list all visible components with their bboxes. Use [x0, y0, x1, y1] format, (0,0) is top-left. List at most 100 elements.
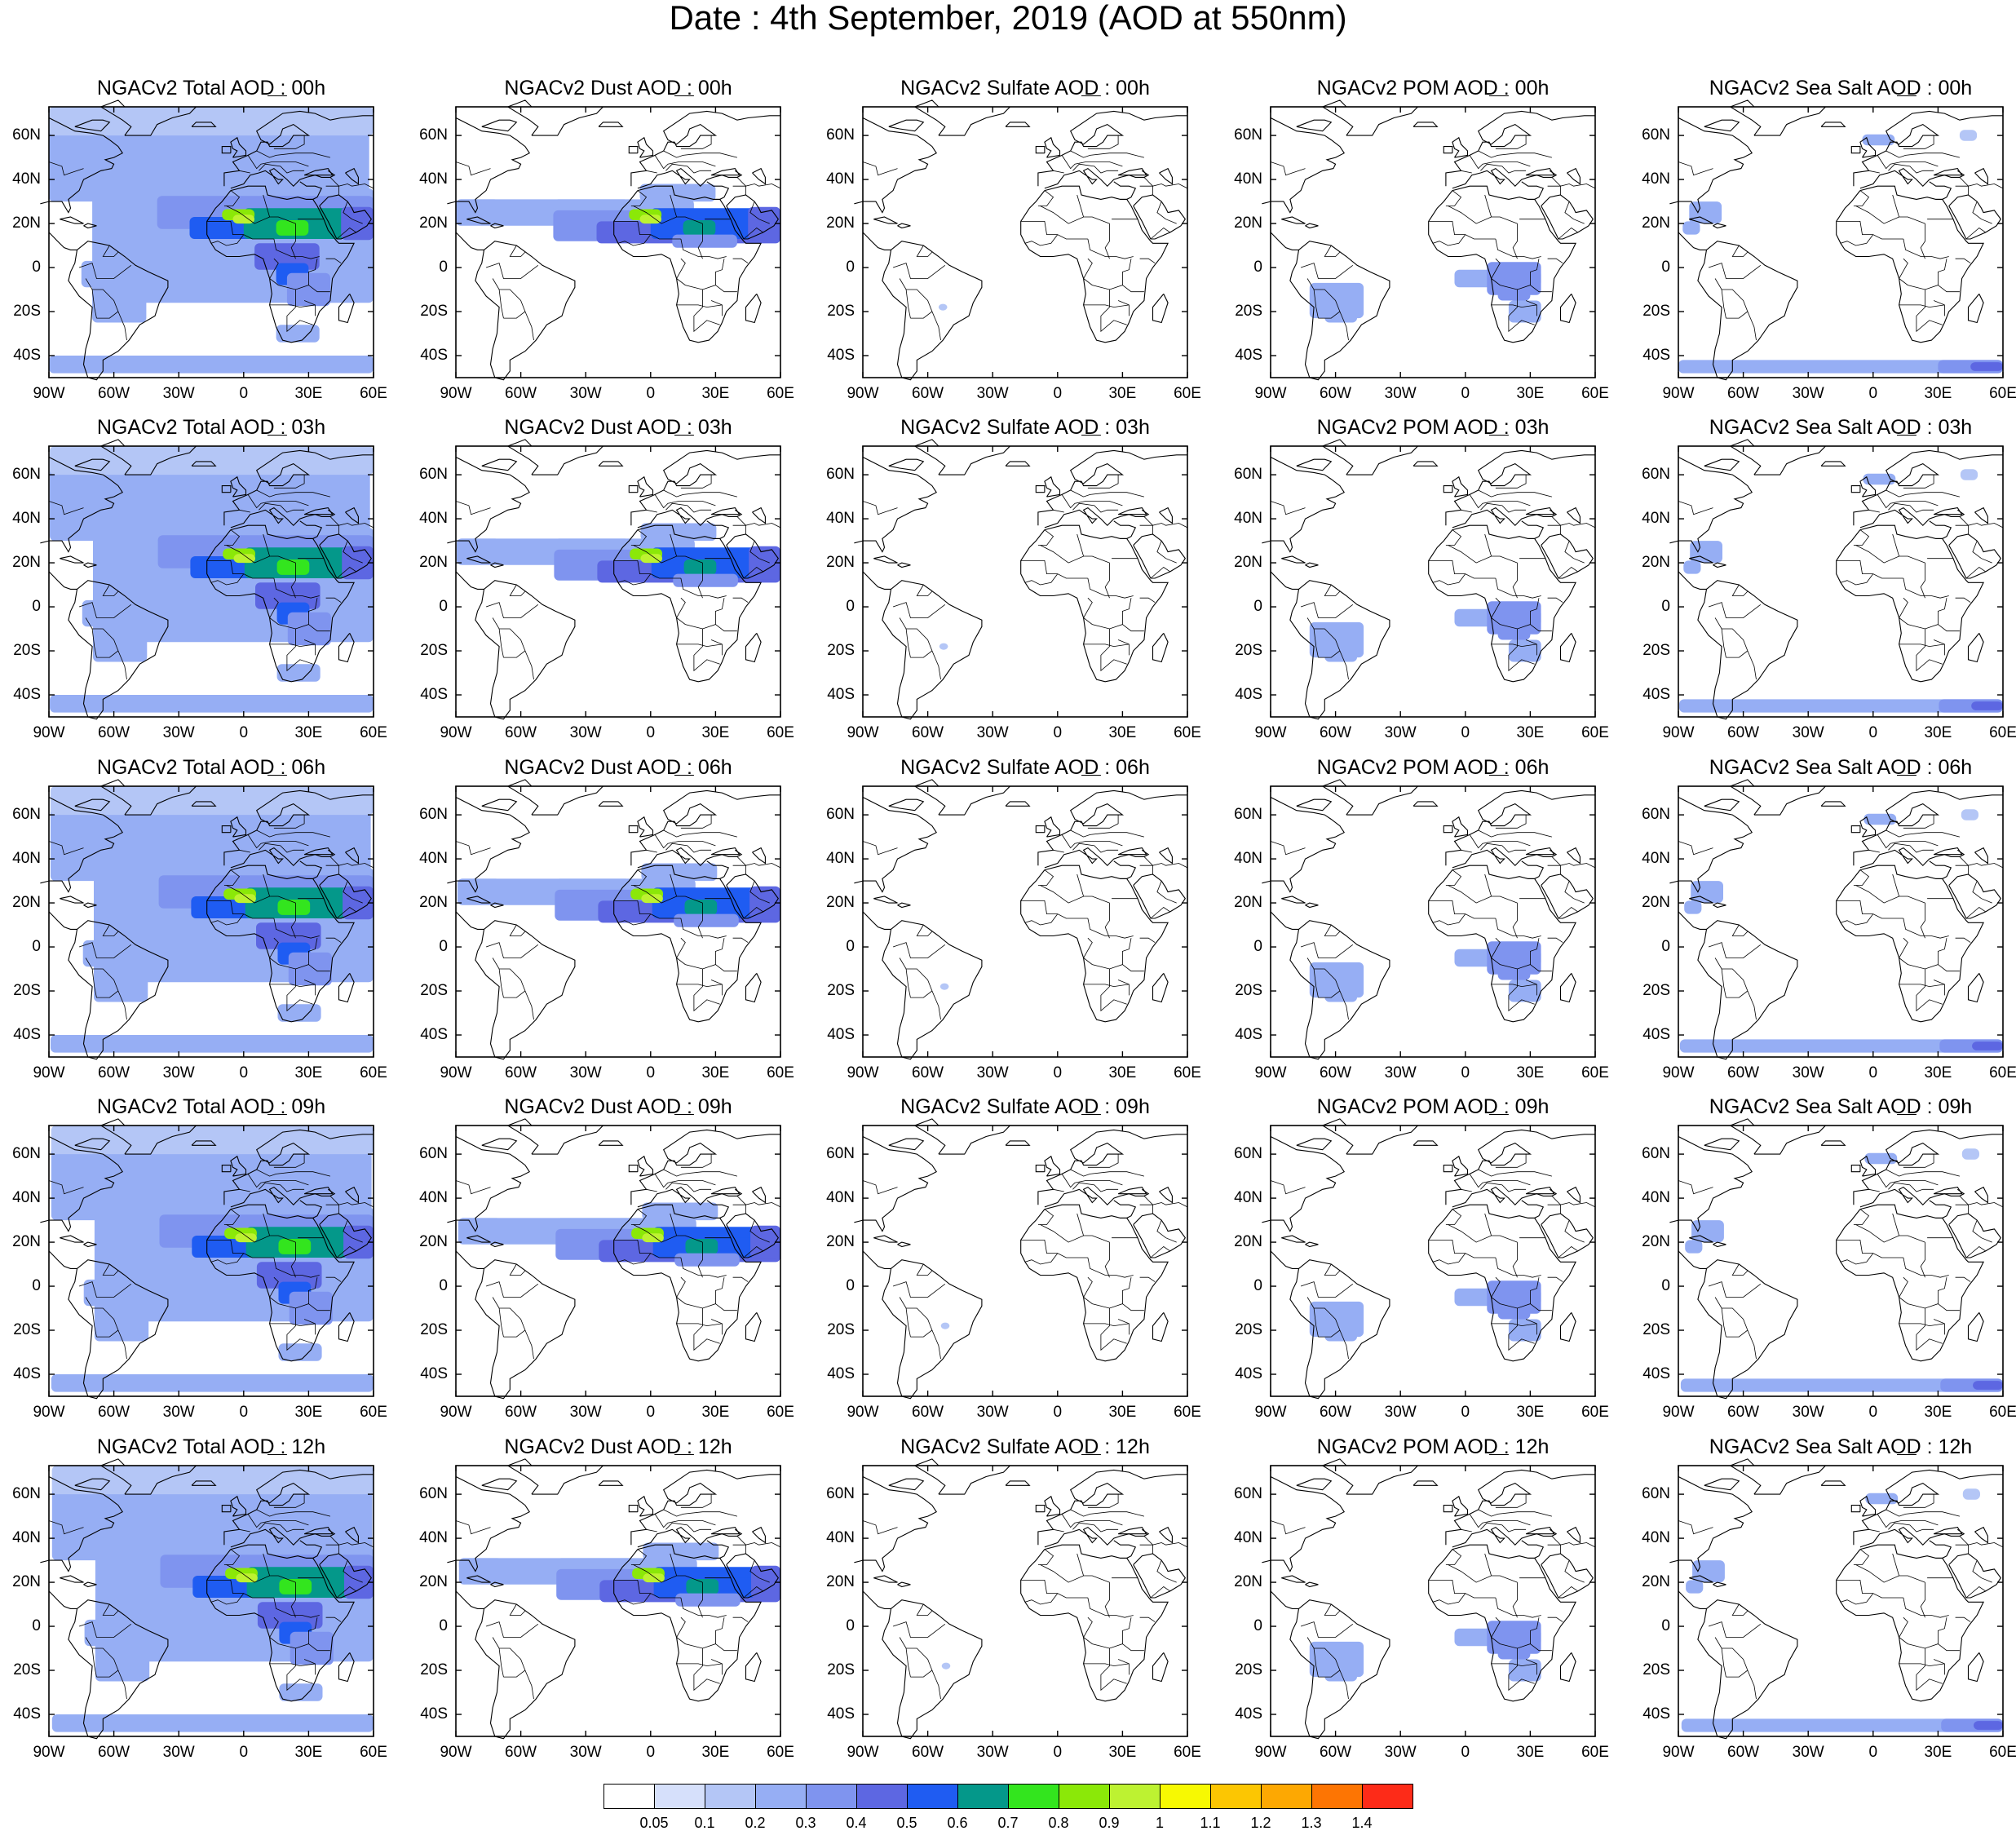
map-frame	[1678, 445, 2004, 718]
country-border	[1053, 509, 1064, 513]
aod-map	[854, 434, 1188, 720]
country-border	[931, 311, 941, 341]
lon-tick-label: 0	[239, 1744, 249, 1761]
coastline-hisp	[83, 562, 97, 568]
country-border	[1855, 1224, 1925, 1243]
tick-marks	[1678, 1126, 2004, 1396]
country-border	[1955, 185, 1969, 195]
coastline-africa	[206, 1544, 355, 1702]
coastline-blacksea	[1117, 167, 1147, 176]
country-border	[1721, 1647, 1726, 1678]
country-border	[1083, 1276, 1144, 1311]
coastline-iceland	[598, 122, 624, 127]
country-border	[663, 489, 737, 498]
country-border	[1955, 1616, 1971, 1622]
aod-contour-region	[1679, 699, 2003, 713]
country-border	[1270, 501, 1306, 515]
map-panel-sulfate-3: NGACv2 Sulfate AOD : 09h 60N 40N 20N 0 20S 40S…	[826, 1095, 1201, 1421]
aod-map	[40, 774, 374, 1060]
country-border	[1100, 1308, 1127, 1351]
lat-tick-label: 20S	[1642, 1321, 1670, 1339]
lat-tick-label: 40S	[1642, 1026, 1670, 1043]
country-border	[1853, 1209, 1870, 1225]
country-border	[1024, 573, 1059, 586]
coastline-levant	[1929, 1540, 1952, 1559]
country-border	[1324, 924, 1341, 936]
map-panel-seasalt-4: NGACv2 Sea Salt AOD : 12h 60N 40N 20N 0 20S 40…	[1642, 1435, 2016, 1761]
country-border	[1083, 984, 1130, 988]
lon-tick-label: 60W	[505, 1744, 537, 1761]
country-border	[1077, 873, 1084, 897]
tick-marks	[48, 446, 374, 717]
coastline-iceland	[1413, 461, 1439, 467]
coastline-madagascar	[745, 633, 762, 663]
map-background	[863, 446, 1187, 717]
coastline-cuba	[60, 1235, 84, 1243]
tick-marks	[1270, 786, 1596, 1057]
aod-contour-region	[643, 1542, 719, 1561]
coastline-ireland	[221, 1505, 232, 1513]
coastline-arabia	[1948, 1213, 2001, 1258]
coastline-baffin	[481, 458, 518, 471]
coastline-samerica	[1289, 580, 1390, 720]
country-border	[1270, 1520, 1306, 1535]
country-border	[1270, 161, 1306, 176]
map-frame	[862, 445, 1188, 718]
map-panel-pom-4: NGACv2 POM AOD : 12h 60N 40N 20N 0 20S 40S 90W 6…	[1234, 1435, 1609, 1761]
lat-tick-label: 20S	[1235, 1661, 1262, 1679]
aod-contour-region	[684, 900, 718, 915]
coastline-namerica	[48, 117, 123, 214]
coastline-cuba	[60, 216, 84, 224]
country-border	[1508, 969, 1535, 1012]
country-border	[1037, 869, 1054, 886]
country-border	[1484, 1213, 1492, 1236]
map-frame	[862, 106, 1188, 378]
coastline-uk	[1859, 816, 1877, 838]
country-border	[117, 990, 127, 1020]
lat-tick-label: 40S	[420, 1026, 448, 1043]
aod-map	[1669, 774, 2004, 1060]
lat-tick-label: 40N	[419, 1529, 448, 1547]
coastline-cuba	[1281, 216, 1306, 224]
country-border	[273, 1154, 305, 1168]
coastline-iceland	[1005, 122, 1031, 127]
coastline-baffin	[74, 1138, 111, 1151]
lon-tick-label: 30W	[1384, 1064, 1417, 1081]
country-border	[1840, 913, 1874, 926]
coastline-caspian	[1567, 847, 1581, 865]
country-border	[1480, 163, 1527, 174]
coastlines	[1669, 774, 2004, 1060]
coastline-africa	[1428, 185, 1576, 343]
tick-marks	[48, 1126, 374, 1396]
coastline-floridaB	[40, 201, 50, 205]
country-border	[1121, 1617, 1132, 1644]
country-border	[1324, 1603, 1341, 1616]
country-border	[1070, 489, 1144, 498]
lat-tick-label: 20N	[12, 1573, 41, 1591]
map-panel-pom-2: NGACv2 POM AOD : 06h 60N 40N 20N 0 20S 40S 90W 6…	[1234, 756, 1609, 1081]
country-border	[1868, 849, 1880, 853]
aod-contour-region	[255, 582, 321, 609]
coastline-samerica	[1697, 580, 1798, 720]
coastline-cam	[1678, 232, 1707, 250]
coastline-blacksea	[1933, 1526, 1963, 1535]
country-border	[91, 1647, 97, 1678]
country-border	[1484, 873, 1492, 897]
country-border	[1551, 516, 1596, 529]
country-border	[1324, 245, 1341, 257]
coastline-hisp	[1305, 562, 1319, 568]
aod-contour-region	[1497, 1297, 1531, 1320]
coastline-africa	[206, 185, 355, 343]
aod-contour-region	[1970, 362, 2003, 371]
country-border	[239, 509, 250, 513]
country-border	[1886, 1169, 1960, 1177]
lat-tick-label: 40S	[827, 1026, 855, 1043]
country-border	[1495, 135, 1527, 149]
lon-tick-label: 60W	[98, 1744, 130, 1761]
country-border	[1072, 163, 1119, 174]
map-frame	[455, 445, 781, 718]
coastline-europe	[1445, 110, 1595, 187]
coastline-samerica	[475, 1259, 576, 1400]
country-border	[247, 494, 309, 509]
coastline-hisp	[1305, 1241, 1319, 1248]
